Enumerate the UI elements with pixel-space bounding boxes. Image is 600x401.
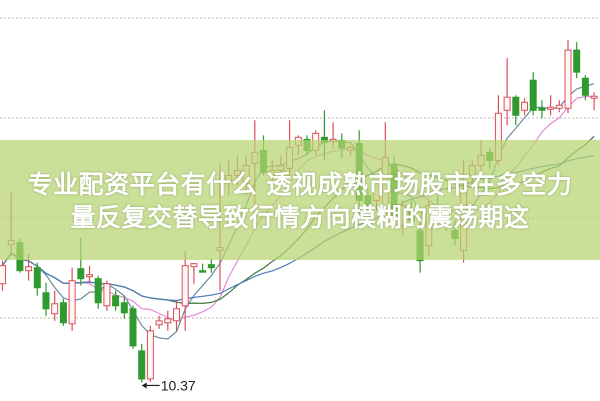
candle-down <box>120 295 128 319</box>
candle-body <box>68 280 76 325</box>
candle-body <box>86 274 93 278</box>
candle-up <box>590 92 598 111</box>
candle-body <box>146 330 154 380</box>
candle-body <box>538 107 546 111</box>
candle-down <box>529 72 537 116</box>
candle-body <box>547 106 555 110</box>
candle-body <box>129 308 137 347</box>
candle-down <box>138 343 146 383</box>
candle-up <box>155 315 163 329</box>
candle-up <box>181 250 189 331</box>
candle-body <box>42 292 50 310</box>
candle-body <box>138 350 146 380</box>
low-annotation: 10.37 <box>141 377 196 393</box>
candle-body <box>573 49 581 73</box>
candle-body <box>112 295 120 307</box>
candle-body <box>77 268 85 280</box>
candle-body <box>173 308 180 322</box>
candle-up <box>0 260 6 291</box>
candle-body <box>190 263 198 268</box>
candle-down <box>42 282 50 316</box>
candle-body <box>555 104 563 109</box>
candle-up <box>521 98 528 116</box>
headline-banner <box>0 140 600 260</box>
candle-body <box>164 318 172 324</box>
candle-body <box>33 267 41 289</box>
candle-body <box>120 302 128 314</box>
candle-down <box>94 275 102 309</box>
low-price-label: 10.37 <box>161 377 196 393</box>
candle-down <box>207 258 215 273</box>
arrow-head-icon <box>141 382 147 389</box>
candle-body <box>25 266 33 272</box>
candle-body <box>521 101 528 111</box>
candle-body <box>529 79 537 111</box>
candle-up <box>146 325 154 382</box>
candle-up <box>68 267 76 331</box>
candle-body <box>94 278 102 304</box>
candle-down <box>33 262 41 296</box>
candle-body <box>207 264 215 269</box>
candle-down <box>512 95 520 126</box>
candle-up <box>103 280 111 311</box>
candle-body <box>590 95 598 99</box>
candle-up <box>190 263 198 284</box>
candle-up <box>86 265 93 283</box>
candle-down <box>199 263 207 273</box>
candle-body <box>564 49 572 109</box>
candle-body <box>181 265 189 307</box>
candle-up <box>547 95 555 116</box>
headline-line-2[interactable]: 量反复交替导致行情方向模糊的震荡期这 <box>70 203 530 232</box>
candle-body <box>199 270 207 273</box>
candle-body <box>0 265 6 285</box>
candle-down <box>573 42 581 79</box>
candle-body <box>51 303 59 315</box>
candle-body <box>512 96 520 116</box>
candle-body <box>155 320 163 326</box>
candle-body <box>503 96 511 111</box>
candle-body <box>581 77 589 96</box>
candle-down <box>538 100 546 119</box>
candle-up <box>51 290 59 321</box>
candle-body <box>103 283 111 307</box>
candle-up <box>555 100 563 113</box>
candle-body <box>59 302 67 324</box>
candle-up <box>564 40 572 114</box>
candle-down <box>129 305 137 349</box>
candle-down <box>581 75 589 101</box>
candle-up <box>173 300 180 331</box>
candle-down <box>59 298 67 326</box>
headline-line-1[interactable]: 专业配资平台有什么 透视成熟市场股市在多空力 <box>27 170 573 199</box>
candle-up <box>503 58 511 126</box>
candle-up <box>164 310 172 331</box>
candle-down <box>112 290 120 311</box>
